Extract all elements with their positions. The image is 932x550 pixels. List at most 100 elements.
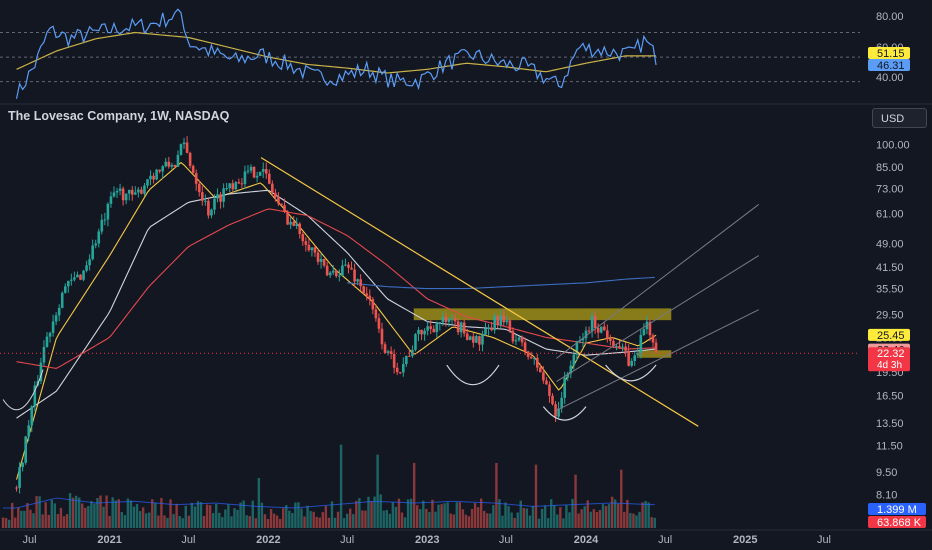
volume-bar <box>452 514 455 528</box>
candle-body <box>170 164 174 167</box>
volume-bar <box>62 516 66 528</box>
volume-bar <box>623 511 626 528</box>
price-tick-label: 9.50 <box>876 467 897 479</box>
volume-bar <box>510 512 513 528</box>
currency-button[interactable]: USD <box>872 108 927 128</box>
rounded-bottom-arc <box>542 406 587 421</box>
volume-bar <box>361 510 364 528</box>
resistance-zone <box>638 350 672 358</box>
candle-body <box>636 353 640 356</box>
volume-bar <box>254 518 258 528</box>
candle-body <box>79 274 82 280</box>
volume-bar <box>489 513 492 528</box>
candle-body <box>633 355 637 361</box>
candle-body <box>456 321 460 333</box>
volume-bar <box>464 514 468 528</box>
volume-bar <box>406 499 410 528</box>
candle-body <box>420 329 423 335</box>
volume-bar <box>202 515 206 528</box>
candle-body <box>535 357 539 368</box>
candle-body <box>423 330 426 335</box>
candle-body <box>97 231 101 244</box>
candle-body <box>57 307 61 316</box>
volume-bar <box>242 500 245 528</box>
candle-body <box>389 351 393 354</box>
candle-body <box>164 161 168 167</box>
candle-body <box>231 183 235 190</box>
volume-bar <box>248 516 251 528</box>
candle-body <box>289 221 292 225</box>
candle-body <box>575 341 579 355</box>
candle-body <box>581 338 585 341</box>
candle-body <box>517 337 521 341</box>
candle-body <box>252 166 256 178</box>
candle-body <box>383 344 387 353</box>
volume-bar <box>135 503 139 528</box>
candle-body <box>213 198 216 210</box>
volume-bar <box>446 502 449 528</box>
volume-bar <box>635 515 638 528</box>
volume-bar <box>516 512 519 528</box>
volume-bar <box>650 517 653 528</box>
volume-bar <box>163 515 166 528</box>
price-tick-label: 13.50 <box>876 418 904 430</box>
volume-bar <box>437 504 440 528</box>
candle-body <box>338 275 341 277</box>
volume-bar <box>550 499 553 528</box>
volume-bar <box>428 512 431 528</box>
candle-body <box>377 318 381 329</box>
chart-title: The Lovesac Company, 1W, NASDAQ <box>8 109 230 123</box>
volume-bar <box>211 513 215 528</box>
volume-bar <box>291 512 294 528</box>
candle-body <box>359 279 362 287</box>
volume-bar <box>90 501 93 528</box>
candle-body <box>374 309 378 319</box>
candle-body <box>606 330 609 339</box>
volume-bar <box>132 506 136 528</box>
price-tick-label: 85.00 <box>876 162 904 174</box>
price-tick-label: 16.50 <box>876 390 904 402</box>
volume-bar <box>169 499 172 528</box>
candle-body <box>91 245 94 260</box>
volume-bar <box>230 516 233 528</box>
candle-body <box>234 182 238 190</box>
candle-body <box>344 264 347 266</box>
volume-bar <box>175 503 178 528</box>
candle-body <box>255 175 259 178</box>
candle-body <box>319 258 323 262</box>
time-tick-label: 2021 <box>97 534 121 546</box>
volume-bar <box>391 502 395 528</box>
candle-body <box>130 189 134 195</box>
volume-bar <box>181 518 184 528</box>
candle-body <box>551 395 554 405</box>
volume-bar <box>233 508 236 528</box>
candle-body <box>146 179 149 186</box>
candle-body <box>627 350 630 366</box>
volume-bar <box>330 501 334 528</box>
price-tick-label: 35.50 <box>876 284 904 296</box>
volume-bar <box>425 508 428 528</box>
candle-body <box>563 377 566 398</box>
candle-body <box>362 286 366 294</box>
candle-body <box>85 265 88 271</box>
volume-bar <box>470 508 474 528</box>
candle-body <box>371 299 375 310</box>
volume-bar <box>44 502 47 528</box>
volume-bar <box>440 504 443 528</box>
volume-bar <box>546 518 550 528</box>
candle-body <box>545 380 548 385</box>
volume-bar <box>93 503 96 528</box>
candle-body <box>408 355 411 357</box>
candle-body <box>468 336 472 340</box>
volume-bar <box>580 509 583 528</box>
candle-body <box>539 367 542 373</box>
candle-body <box>15 487 18 489</box>
volume-bar <box>629 513 632 528</box>
volume-bar <box>306 505 309 528</box>
volume-bar <box>342 518 346 528</box>
candle-body <box>33 385 37 407</box>
volume-bar <box>626 499 629 528</box>
candle-body <box>54 315 58 322</box>
